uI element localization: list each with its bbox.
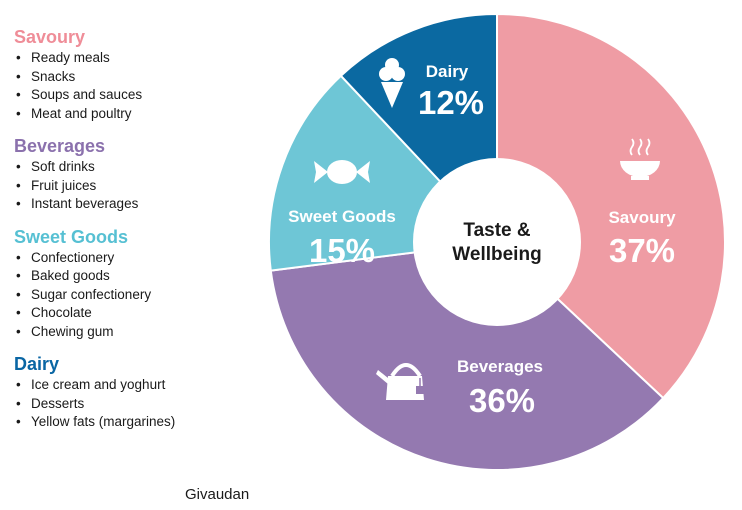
legend-item: Confectionery bbox=[14, 249, 254, 268]
legend-item: Snacks bbox=[14, 68, 254, 87]
source-label: Givaudan bbox=[185, 486, 250, 503]
legend-item: Desserts bbox=[14, 395, 254, 414]
slice-label-value: 15% bbox=[309, 232, 375, 269]
legend-item: Baked goods bbox=[14, 267, 254, 286]
slice-beverages bbox=[269, 240, 665, 471]
legend-item: Chocolate bbox=[14, 304, 254, 323]
legend: SavouryReady mealsSnacksSoups and sauces… bbox=[14, 26, 254, 444]
legend-group-title: Sweet Goods bbox=[14, 226, 129, 247]
legend-group-title: Savoury bbox=[14, 27, 86, 47]
slice-label-value: 37% bbox=[609, 232, 675, 269]
legend-item: Ready meals bbox=[14, 49, 254, 68]
legend-group-title: Beverages bbox=[14, 136, 106, 156]
legend-item-list: Ready mealsSnacksSoups and saucesMeat an… bbox=[14, 49, 254, 123]
legend-item: Meat and poultry bbox=[14, 105, 254, 124]
legend-item: Ice cream and yoghurt bbox=[14, 376, 254, 395]
legend-group-beverages: BeveragesSoft drinksFruit juicesInstant … bbox=[14, 135, 254, 214]
legend-group-title: Dairy bbox=[14, 354, 60, 374]
candy-icon bbox=[314, 160, 370, 184]
slice-label-name: Sweet Goods bbox=[288, 207, 396, 226]
bowl-icon bbox=[620, 138, 660, 180]
slice-label-name: Savoury bbox=[608, 208, 676, 227]
center-label: Wellbeing bbox=[452, 244, 541, 265]
slice-label-value: 12% bbox=[418, 84, 484, 121]
legend-group-sweet-goods: Sweet GoodsConfectioneryBaked goodsSugar… bbox=[14, 226, 254, 342]
slice-savoury bbox=[496, 12, 726, 400]
center-label: Taste & bbox=[463, 220, 531, 241]
donut-hole bbox=[413, 158, 581, 326]
legend-item: Sugar confectionery bbox=[14, 286, 254, 305]
ice-cream-icon bbox=[379, 58, 405, 108]
legend-item: Fruit juices bbox=[14, 177, 254, 196]
legend-item-list: Ice cream and yoghurtDessertsYellow fats… bbox=[14, 376, 254, 432]
legend-item: Chewing gum bbox=[14, 323, 254, 342]
legend-item-list: ConfectioneryBaked goodsSugar confection… bbox=[14, 249, 254, 342]
legend-group-dairy: DairyIce cream and yoghurtDessertsYellow… bbox=[14, 353, 254, 432]
slice-label-name: Beverages bbox=[457, 357, 543, 376]
kettle-icon bbox=[376, 363, 424, 400]
legend-group-savoury: SavouryReady mealsSnacksSoups and sauces… bbox=[14, 26, 254, 123]
legend-item: Instant beverages bbox=[14, 195, 254, 214]
legend-item: Yellow fats (margarines) bbox=[14, 413, 254, 432]
slice-label-value: 36% bbox=[469, 382, 535, 419]
legend-item-list: Soft drinksFruit juicesInstant beverages bbox=[14, 158, 254, 214]
legend-item: Soft drinks bbox=[14, 158, 254, 177]
legend-item: Soups and sauces bbox=[14, 86, 254, 105]
slice-label-name: Dairy bbox=[426, 62, 469, 81]
